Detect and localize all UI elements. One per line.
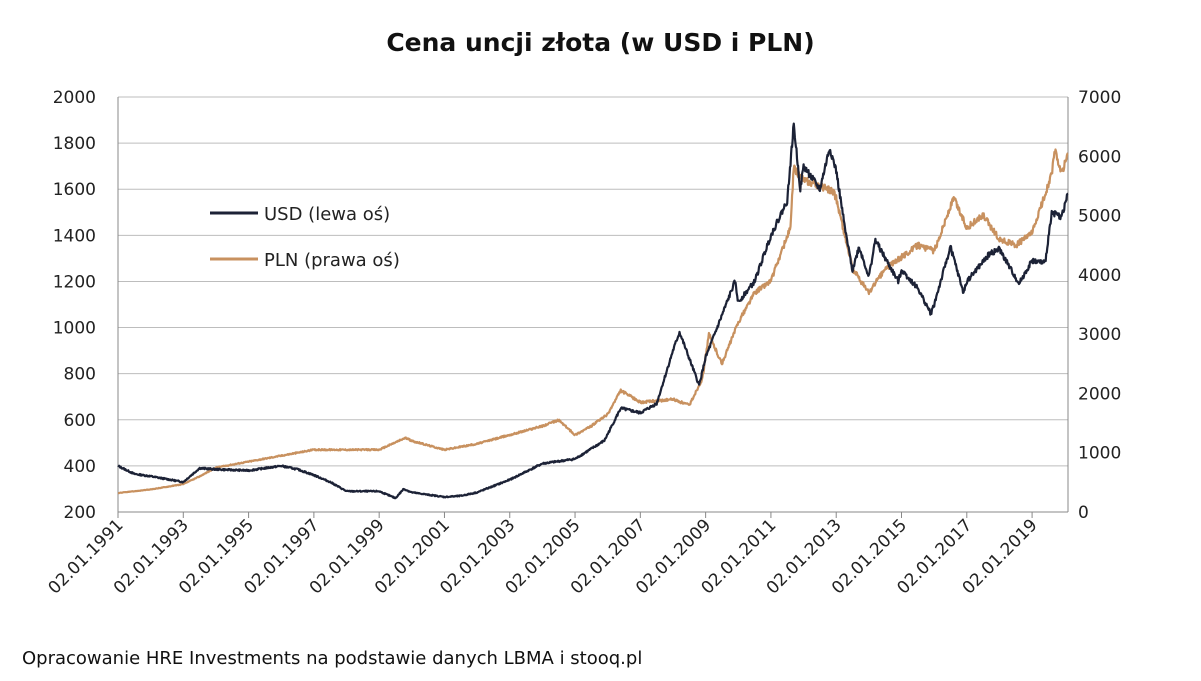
y-left-tick-label: 400 [64, 457, 96, 477]
source-note: Opracowanie HRE Investments na podstawie… [22, 648, 643, 669]
y-right-tick-label: 3000 [1078, 325, 1121, 345]
y-left-tick-label: 2000 [53, 88, 96, 108]
y-left-tick-label: 800 [64, 365, 96, 385]
series-line-usd [117, 122, 1069, 500]
chart-title: Cena uncji złota (w USD i PLN) [386, 28, 815, 57]
y-right-tick-label: 5000 [1078, 207, 1121, 227]
y-left-tick-label: 1800 [53, 134, 96, 154]
legend-label: PLN (prawa oś) [264, 250, 400, 271]
y-right-tick-label: 4000 [1078, 266, 1121, 286]
y-right-tick-label: 2000 [1078, 384, 1121, 404]
series-line-pln [117, 148, 1069, 495]
y-left-tick-label: 200 [64, 503, 96, 523]
y-right-tick-label: 7000 [1078, 88, 1121, 108]
legend-label: USD (lewa oś) [264, 204, 390, 225]
y-right-tick-label: 6000 [1078, 147, 1121, 167]
y-left-tick-label: 1400 [53, 226, 96, 246]
y-left-tick-label: 1200 [53, 272, 96, 292]
y-left-tick-label: 1000 [53, 319, 96, 339]
y-left-tick-label: 1600 [53, 180, 96, 200]
y-right-tick-label: 0 [1078, 503, 1089, 523]
y-left-tick-label: 600 [64, 411, 96, 431]
y-right-tick-label: 1000 [1078, 444, 1121, 464]
